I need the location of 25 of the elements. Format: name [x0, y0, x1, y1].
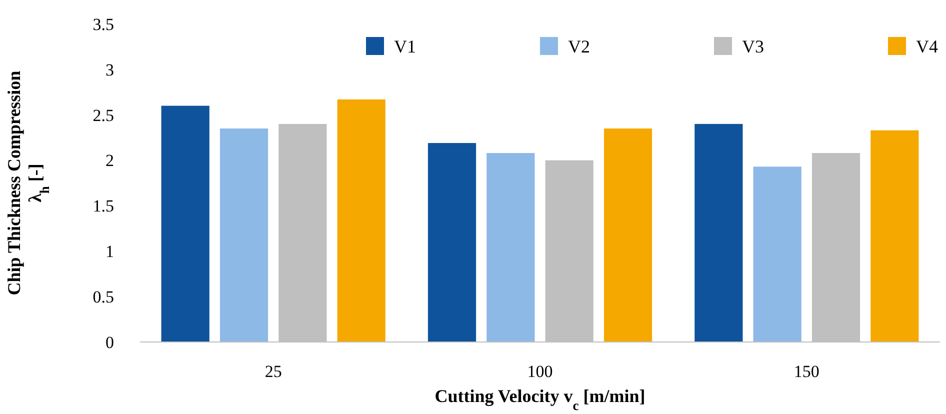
- bar: [694, 124, 743, 342]
- bar: [870, 130, 919, 342]
- legend-label: V4: [916, 36, 938, 56]
- legend-label: V1: [394, 36, 416, 56]
- bar: [428, 143, 476, 342]
- bar: [337, 99, 386, 342]
- bar: [161, 106, 210, 342]
- legend-label: V3: [742, 36, 764, 56]
- bar: [753, 166, 802, 342]
- y-tick-label: 1.5: [92, 196, 114, 216]
- y-tick-label: 2: [106, 151, 114, 170]
- y-tick-label: 0.5: [92, 288, 114, 307]
- y-tick-label: 0: [106, 332, 114, 352]
- y-tick-label: 3.5: [92, 14, 114, 34]
- x-tick-label: 25: [264, 362, 282, 381]
- x-axis-title: Cutting Velocity v$_{c}$ [m/min]: [434, 386, 646, 412]
- y-tick-label: 3: [106, 60, 114, 80]
- bar: [486, 153, 535, 342]
- x-tick-label: 100: [527, 362, 553, 381]
- y-tick-label: 2.5: [92, 106, 114, 125]
- legend-label: V2: [568, 36, 590, 56]
- bar: [604, 128, 652, 342]
- y-tick-label: 1: [106, 242, 114, 262]
- x-tick-label: 150: [794, 362, 820, 381]
- bar: [220, 128, 268, 342]
